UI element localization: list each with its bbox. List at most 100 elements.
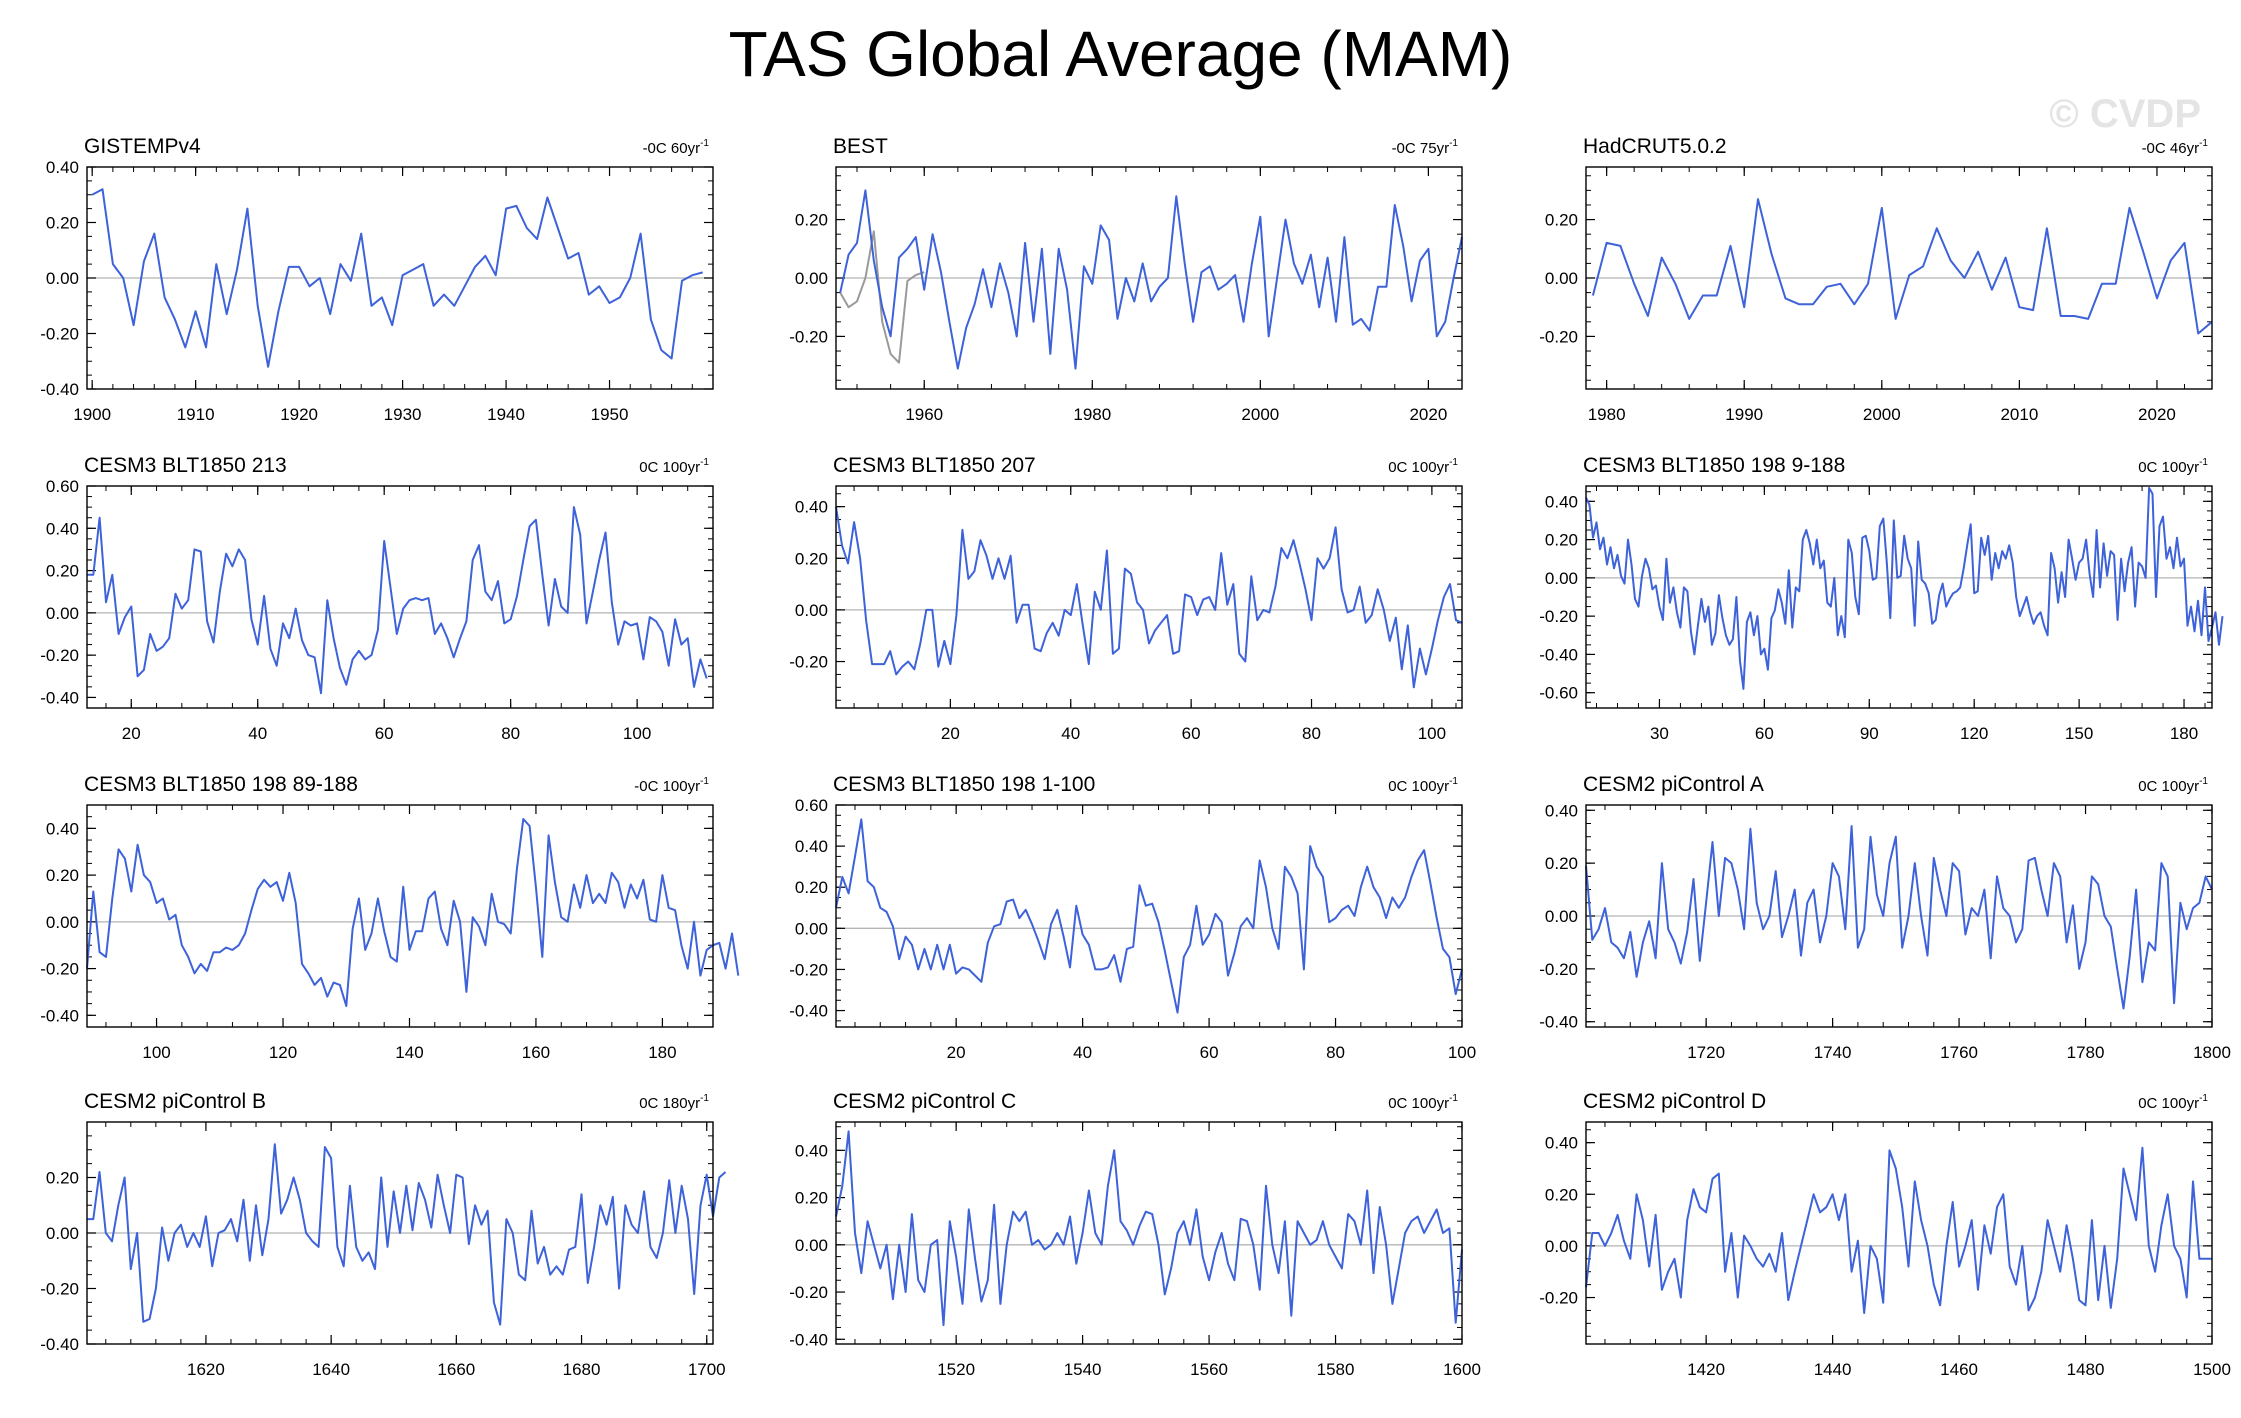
chart-panel: GISTEMPv4 -0C 60yr-1 -0.40 -0.20 0.00 0.20 0.4… [40, 135, 714, 424]
trend-label: 0C 100yr-1 [1388, 1093, 1458, 1112]
y-tick-label: -0.40 [789, 1330, 828, 1349]
trend-text: 0C 180yr [639, 1095, 700, 1112]
y-tick-label: -0.40 [40, 1335, 79, 1354]
trend-text: 0C 100yr [2138, 1095, 2199, 1112]
plot-frame [835, 1121, 1463, 1345]
chart-panel: HadCRUT5.0.2 -0C 46yr-1 -0.20 0.00 0.20 1980 1… [1539, 135, 2213, 424]
series-line [835, 818, 1463, 1014]
chart-title: CESM3 BLT1850 198 9-188 [1583, 454, 1845, 477]
y-tick-label: -0.20 [1539, 1289, 1578, 1308]
x-tick-label: 1960 [905, 405, 943, 424]
x-tick-label: 1900 [73, 405, 111, 424]
y-tick-label: -0.40 [40, 688, 79, 707]
chart-title: CESM2 piControl B [84, 1090, 266, 1113]
trend-label: 0C 100yr-1 [2138, 1093, 2208, 1112]
x-tick-label: 60 [1755, 724, 1774, 743]
series-line [1585, 1146, 2212, 1314]
trend-label: -0C 100yr-1 [634, 776, 709, 795]
trend-label: 0C 100yr-1 [2138, 776, 2208, 795]
x-tick-label: 40 [1073, 1043, 1092, 1062]
overlay-series-line [839, 230, 925, 364]
y-tick-label: 0.20 [1545, 854, 1578, 873]
x-tick-label: 2000 [1863, 405, 1901, 424]
y-tick-label: 0.20 [795, 549, 828, 568]
y-tick-label: 0.40 [46, 519, 79, 538]
x-tick-label: 2020 [1409, 405, 1447, 424]
x-tick-label: 1460 [1940, 1360, 1978, 1379]
chart-title: CESM3 BLT1850 213 [84, 454, 287, 477]
trend-label: 0C 180yr-1 [639, 1093, 709, 1112]
chart-panel: CESM3 BLT1850 207 0C 100yr-1 -0.20 0.00 0.20… [789, 454, 1463, 743]
chart-panel: CESM2 piControl D 0C 100yr-1 -0.20 0.00 0.20… [1539, 1090, 2231, 1379]
trend-exponent: -1 [700, 138, 709, 149]
y-tick-label: -0.40 [40, 1006, 79, 1025]
x-tick-label: 1940 [487, 405, 525, 424]
y-tick-label: -0.40 [1539, 1013, 1578, 1032]
y-tick-label: 0.40 [795, 1141, 828, 1160]
plot-frame [86, 804, 714, 1028]
y-tick-label: -0.20 [1539, 607, 1578, 626]
y-tick-label: -0.20 [40, 646, 79, 665]
x-tick-label: 120 [269, 1043, 297, 1062]
trend-exponent: -1 [700, 776, 709, 787]
chart-panel: CESM2 piControl B 0C 180yr-1 -0.40 -0.20 0.0… [40, 1090, 727, 1379]
cvdp-watermark: © CVDP [2049, 92, 2201, 136]
x-tick-label: 1600 [1443, 1360, 1481, 1379]
plot-frame [1585, 1121, 2213, 1345]
y-tick-label: 0.40 [46, 819, 79, 838]
trend-label: 0C 100yr-1 [1388, 457, 1458, 476]
y-tick-label: 0.20 [1545, 1185, 1578, 1204]
y-tick-label: 0.00 [46, 913, 79, 932]
x-tick-label: 1700 [688, 1360, 726, 1379]
trend-label: 0C 100yr-1 [1388, 776, 1458, 795]
trend-text: 0C 100yr [1388, 1095, 1449, 1112]
trend-label: 0C 100yr-1 [639, 457, 709, 476]
y-tick-label: 0.00 [795, 1236, 828, 1255]
x-tick-label: 1800 [2193, 1043, 2231, 1062]
y-tick-label: 0.40 [1545, 492, 1578, 511]
series-line [1585, 825, 2213, 1010]
plot-frame [1585, 485, 2213, 709]
x-tick-label: 1500 [2193, 1360, 2231, 1379]
chart-title: CESM3 BLT1850 207 [833, 454, 1036, 477]
y-tick-label: 0.20 [795, 211, 828, 230]
y-tick-label: 0.40 [795, 837, 828, 856]
y-tick-label: -0.20 [1539, 960, 1578, 979]
plot-frame [1585, 804, 2213, 1028]
x-tick-label: 1980 [1073, 405, 1111, 424]
chart-title: CESM3 BLT1850 198 1-100 [833, 773, 1095, 796]
chart-panel: CESM2 piControl A 0C 100yr-1 -0.40 -0.20 0.0… [1539, 773, 2231, 1062]
x-tick-label: 1560 [1190, 1360, 1228, 1379]
x-tick-label: 2020 [2138, 405, 2176, 424]
y-tick-label: 0.40 [795, 498, 828, 517]
y-tick-label: 0.00 [795, 601, 828, 620]
trend-exponent: -1 [1449, 138, 1458, 149]
chart-panel: CESM3 BLT1850 198 1-100 0C 100yr-1 -0.40 -0… [789, 773, 1476, 1062]
chart-title: HadCRUT5.0.2 [1583, 135, 1727, 158]
chart-title: CESM2 piControl D [1583, 1090, 1766, 1113]
x-tick-label: 1760 [1940, 1043, 1978, 1062]
x-tick-label: 160 [522, 1043, 550, 1062]
chart-panel: BEST -0C 75yr-1 -0.20 0.00 0.20 1960 1980 2000 2… [789, 135, 1463, 424]
chart-title: CESM2 piControl A [1583, 773, 1764, 796]
y-tick-label: -0.20 [789, 653, 828, 672]
x-tick-label: 100 [142, 1043, 170, 1062]
y-tick-label: -0.20 [789, 327, 828, 346]
trend-text: 0C 100yr [2138, 778, 2199, 795]
x-tick-label: 1520 [937, 1360, 975, 1379]
x-tick-label: 120 [1960, 724, 1988, 743]
y-tick-label: 0.40 [1545, 1134, 1578, 1153]
y-tick-label: 0.00 [795, 269, 828, 288]
x-tick-label: 60 [375, 724, 394, 743]
y-tick-label: 0.00 [1545, 907, 1578, 926]
y-tick-label: 0.20 [46, 562, 79, 581]
y-tick-label: -0.20 [1539, 327, 1578, 346]
series-line [87, 506, 708, 695]
trend-text: 0C 100yr [2138, 459, 2199, 476]
page-title: TAS Global Average (MAM) [728, 18, 1513, 90]
y-tick-label: -0.20 [789, 960, 828, 979]
y-tick-label: 0.00 [46, 604, 79, 623]
y-tick-label: -0.20 [40, 325, 79, 344]
y-tick-label: 0.20 [1545, 531, 1578, 550]
plot-frame [1585, 166, 2213, 390]
